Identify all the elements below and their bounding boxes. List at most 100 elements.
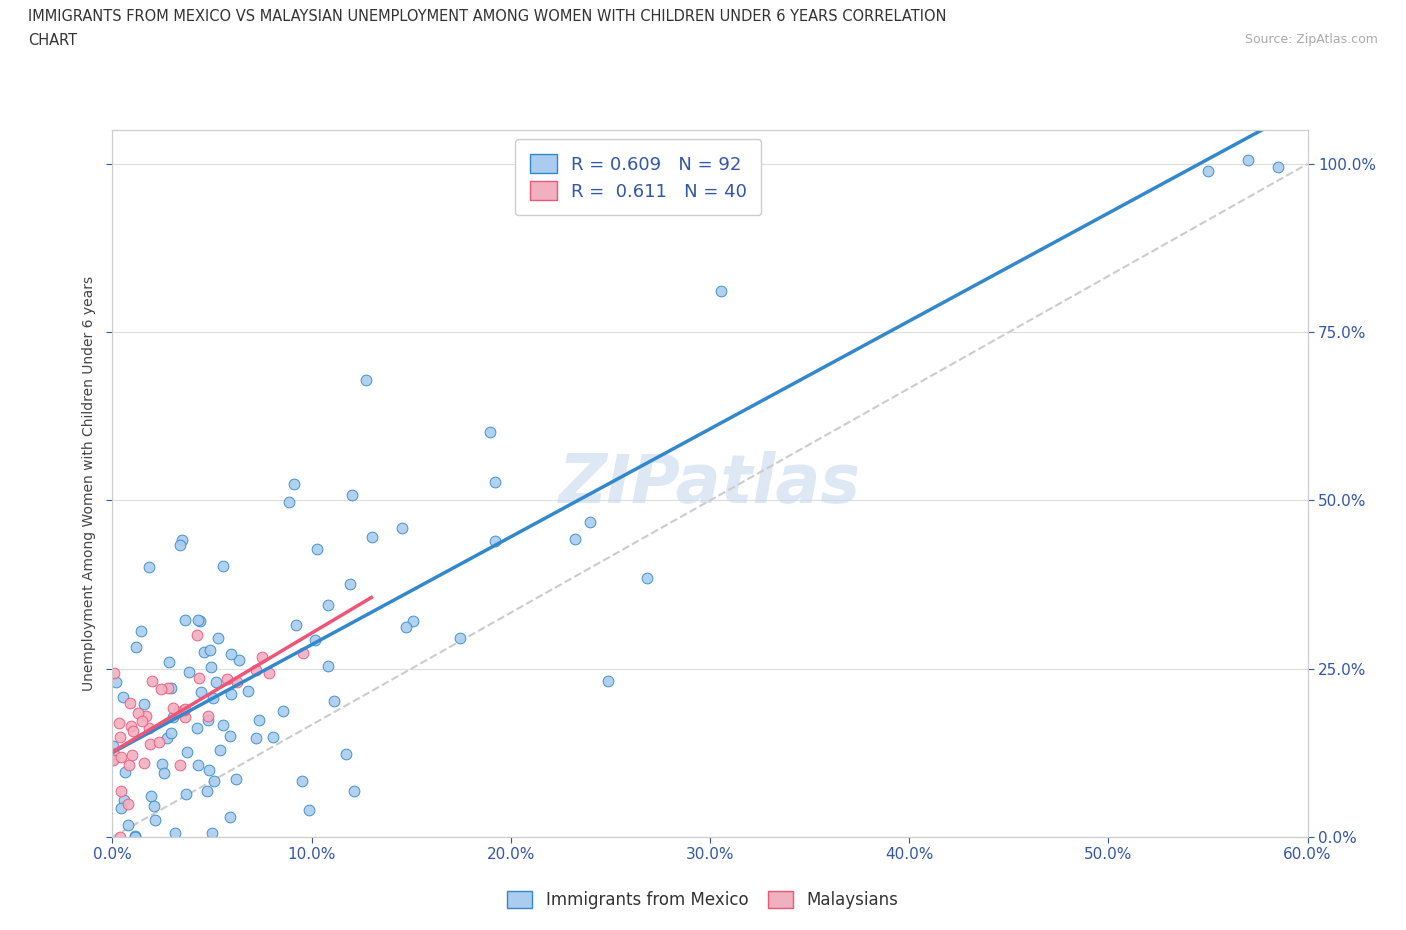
Point	[156, 731, 179, 746]
Point	[1197, 163, 1219, 178]
Point	[219, 729, 242, 744]
Point	[139, 789, 162, 804]
Point	[124, 830, 146, 844]
Point	[710, 284, 733, 299]
Point	[110, 801, 132, 816]
Point	[197, 713, 219, 728]
Point	[245, 663, 267, 678]
Point	[148, 735, 170, 750]
Point	[200, 643, 222, 658]
Point	[187, 758, 209, 773]
Point	[1267, 160, 1289, 175]
Point	[150, 756, 173, 771]
Point	[101, 738, 124, 753]
Text: IMMIGRANTS FROM MEXICO VS MALAYSIAN UNEMPLOYMENT AMONG WOMEN WITH CHILDREN UNDER: IMMIGRANTS FROM MEXICO VS MALAYSIAN UNEM…	[28, 9, 946, 24]
Text: Source: ZipAtlas.com: Source: ZipAtlas.com	[1244, 33, 1378, 46]
Point	[174, 702, 197, 717]
Point	[217, 671, 239, 686]
Point	[112, 792, 135, 807]
Point	[163, 825, 186, 840]
Point	[212, 718, 235, 733]
Point	[105, 675, 128, 690]
Point	[108, 729, 131, 744]
Point	[478, 425, 501, 440]
Point	[153, 765, 176, 780]
Point	[117, 817, 139, 832]
Point	[208, 742, 231, 757]
Point	[110, 750, 132, 764]
Point	[118, 758, 141, 773]
Point	[169, 758, 191, 773]
Point	[167, 704, 190, 719]
Point	[103, 665, 125, 680]
Point	[160, 726, 183, 741]
Point	[134, 755, 156, 770]
Point	[226, 674, 249, 689]
Point	[174, 786, 197, 801]
Point	[335, 747, 357, 762]
Point	[114, 764, 136, 779]
Point	[298, 803, 321, 817]
Point	[307, 541, 329, 556]
Point	[197, 709, 219, 724]
Point	[103, 747, 125, 762]
Point	[162, 710, 184, 724]
Point	[117, 797, 139, 812]
Text: CHART: CHART	[28, 33, 77, 47]
Point	[141, 674, 163, 689]
Point	[138, 721, 160, 736]
Point	[579, 515, 602, 530]
Point	[361, 530, 384, 545]
Y-axis label: Unemployment Among Women with Children Under 6 years: Unemployment Among Women with Children U…	[82, 276, 96, 691]
Point	[190, 684, 212, 699]
Point	[219, 687, 242, 702]
Point	[197, 763, 219, 777]
Point	[219, 809, 242, 824]
Point	[131, 624, 153, 639]
Point	[120, 719, 142, 734]
Point	[143, 813, 166, 828]
Point	[236, 684, 259, 698]
Point	[193, 644, 215, 659]
Point	[284, 618, 307, 632]
Point	[402, 614, 425, 629]
Point	[138, 559, 160, 574]
Point	[277, 495, 299, 510]
Point	[139, 737, 162, 751]
Point	[564, 532, 586, 547]
Point	[201, 690, 224, 705]
Point	[188, 671, 211, 686]
Point	[186, 721, 208, 736]
Point	[112, 690, 135, 705]
Point	[174, 613, 197, 628]
Point	[225, 772, 247, 787]
Point	[160, 681, 183, 696]
Point	[391, 521, 413, 536]
Point	[150, 682, 173, 697]
Point	[527, 156, 550, 171]
Point	[343, 784, 366, 799]
Point	[186, 628, 208, 643]
Point	[200, 659, 222, 674]
Point	[170, 532, 193, 547]
Point	[219, 646, 242, 661]
Point	[118, 696, 141, 711]
Text: ZIPatlas: ZIPatlas	[560, 451, 860, 516]
Point	[271, 704, 294, 719]
Point	[484, 474, 506, 489]
Point	[202, 774, 225, 789]
Point	[134, 697, 156, 711]
Point	[212, 559, 235, 574]
Point	[395, 619, 418, 634]
Point	[169, 538, 191, 552]
Point	[339, 577, 361, 591]
Point	[250, 650, 273, 665]
Point	[304, 632, 326, 647]
Point	[484, 534, 506, 549]
Point	[1237, 153, 1260, 168]
Point	[121, 724, 143, 738]
Point	[143, 799, 166, 814]
Point	[173, 703, 195, 718]
Point	[110, 783, 132, 798]
Point	[449, 631, 471, 645]
